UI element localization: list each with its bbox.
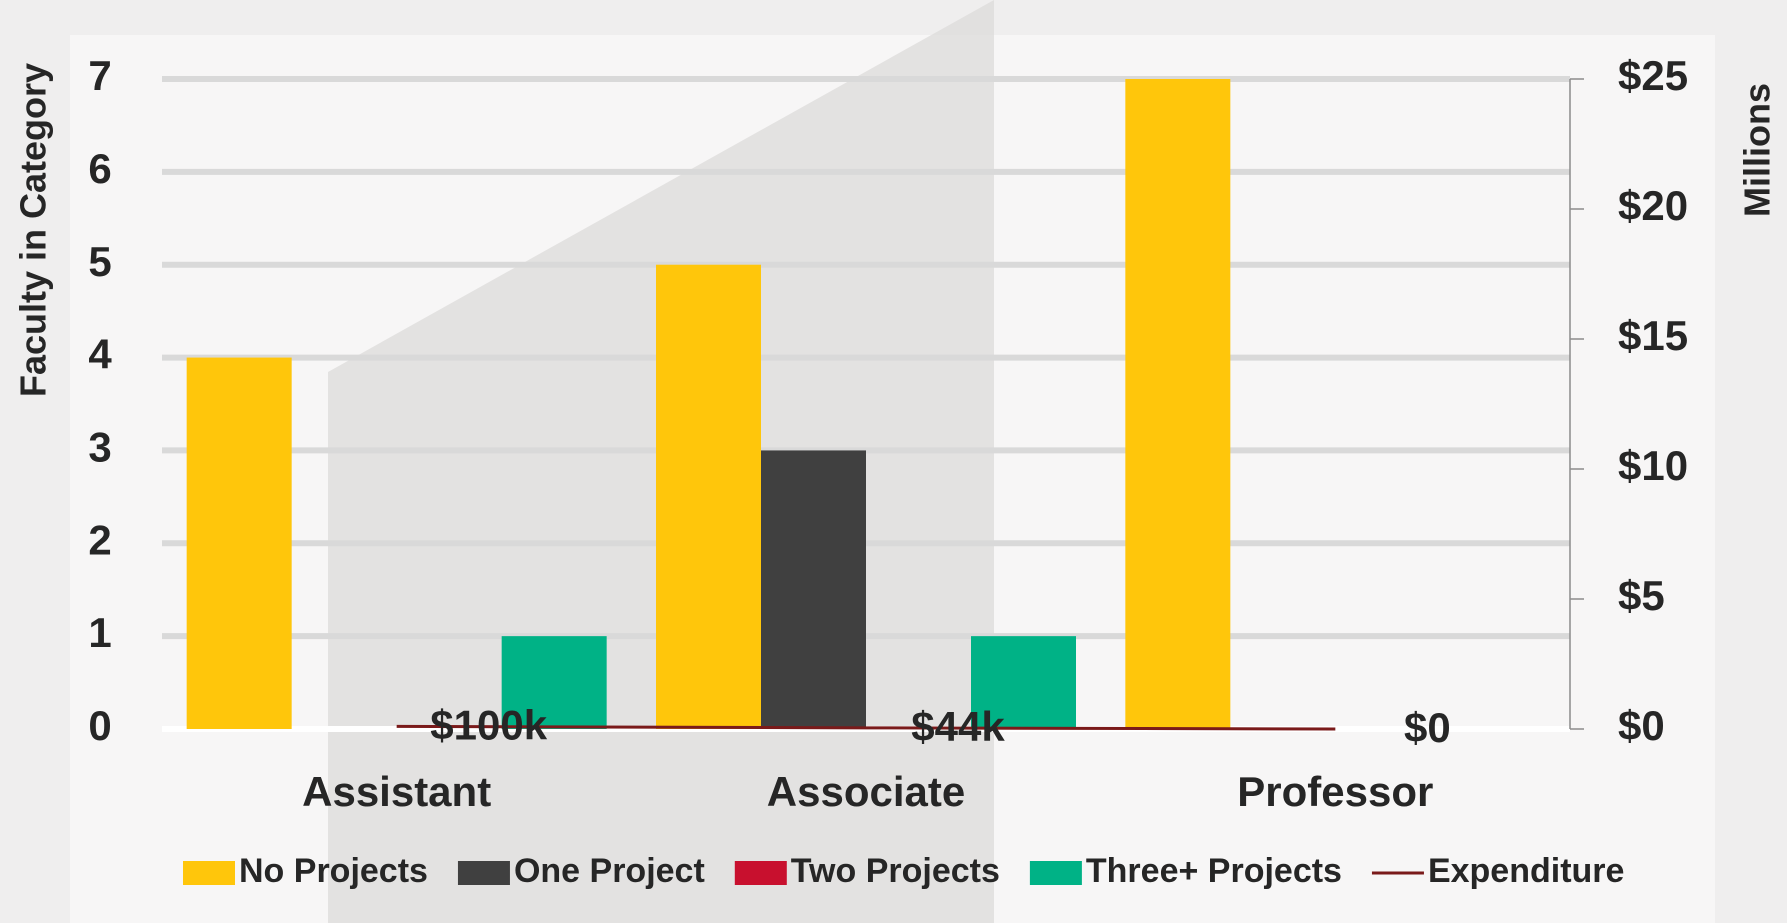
y-tick-label: 7 — [88, 52, 111, 99]
x-tick-label: Assistant — [302, 768, 491, 815]
bar — [186, 357, 292, 729]
data-label: $0 — [1404, 704, 1451, 751]
legend-label[interactable]: Three+ Projects — [1086, 852, 1342, 890]
y-tick-label: 3 — [88, 424, 111, 471]
y2-tick-label: $5 — [1618, 572, 1665, 619]
legend-label[interactable]: No Projects — [239, 852, 428, 890]
legend-key — [457, 861, 510, 885]
legend-key — [734, 861, 787, 885]
legend-label[interactable]: Two Projects — [791, 852, 1000, 890]
y-tick-label: 4 — [88, 331, 112, 378]
bar — [656, 264, 761, 729]
x-tick-label: Associate — [767, 768, 965, 815]
line — [396, 724, 1336, 731]
data-label: $44k — [911, 703, 1005, 750]
y-axis-title: Faculty in Category — [13, 63, 54, 397]
y-tick-label: 2 — [88, 516, 111, 563]
bar — [761, 450, 866, 729]
legend-key — [1029, 861, 1082, 885]
y-tick-label: 1 — [88, 609, 111, 656]
legend-key — [183, 861, 235, 885]
data-label: $100k — [430, 701, 547, 748]
y2-axis-title: Millions — [1737, 83, 1778, 217]
bar — [971, 636, 1076, 729]
y2-tick-label: $25 — [1618, 52, 1688, 99]
legend-label[interactable]: Expenditure — [1428, 852, 1624, 890]
y2-tick-label: $0 — [1618, 702, 1665, 749]
y2-tick-label: $10 — [1618, 442, 1688, 489]
y-tick-label: 6 — [88, 145, 111, 192]
y2-tick-label: $15 — [1618, 312, 1688, 359]
bar — [501, 636, 607, 729]
y2-tick-label: $20 — [1618, 182, 1688, 229]
y-tick-label: 0 — [88, 702, 111, 749]
x-tick-label: Professor — [1237, 768, 1433, 815]
y-tick-label: 5 — [88, 238, 111, 285]
bar — [1125, 79, 1231, 729]
legend-label[interactable]: One Project — [514, 852, 705, 890]
